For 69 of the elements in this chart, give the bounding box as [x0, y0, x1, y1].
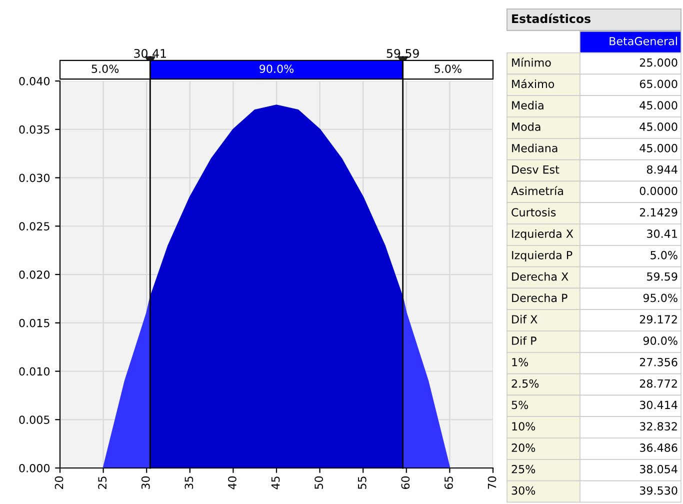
category-label: 5% — [512, 400, 528, 410]
category-label: Moda — [512, 122, 540, 131]
text: 8.944 — [646, 165, 678, 174]
y-tick-label: 0.020 — [19, 270, 50, 279]
x-tick-label: 30 — [141, 476, 150, 489]
category-label: Derecha P — [512, 294, 568, 302]
x-tick-label: 20 — [54, 476, 64, 489]
text: 5.0% — [650, 250, 678, 260]
x-tick-label: 25 — [98, 476, 107, 489]
text: 2.1429 — [640, 208, 678, 217]
x-tick-label: 50 — [314, 476, 324, 489]
category-label: Curtosis — [512, 208, 556, 217]
category-label: 10% — [512, 422, 536, 431]
category-label: Desv Est — [512, 165, 560, 174]
y-tick-label: 0.025 — [19, 222, 50, 231]
x-tick-label: 65 — [444, 476, 453, 489]
y-tick-label: 0.005 — [19, 416, 50, 424]
text: 36.486 — [640, 444, 678, 452]
x-tick-label: 40 — [228, 476, 236, 490]
category-label: Derecha X — [512, 272, 568, 281]
text: 39.530 — [640, 486, 678, 495]
x-tick-label: 55 — [358, 476, 366, 489]
text: 45.000 — [640, 122, 678, 131]
text: 29.172 — [640, 315, 677, 324]
text: 45.000 — [640, 144, 678, 152]
category-label: 30% — [512, 486, 536, 495]
category-label: Media — [512, 100, 544, 110]
category-label: Asimetría — [511, 186, 563, 196]
text: 90.0% — [260, 64, 294, 73]
x-tick-label: 45 — [271, 476, 280, 490]
category-label: Izquierda P — [512, 250, 572, 262]
text: BetaGeneral — [610, 36, 677, 46]
text: Estadísticos — [512, 14, 590, 24]
y-tick-label: 0.000 — [19, 464, 50, 472]
y-tick-label: 0.015 — [19, 318, 50, 328]
category-label: 2.5% — [512, 379, 539, 388]
category-label: Dif P — [512, 336, 536, 345]
ref-line-label: 30.41 — [134, 48, 166, 58]
text: 28.772 — [640, 379, 677, 388]
category-label: Mínimo — [512, 58, 551, 67]
text: 38.054 — [640, 464, 678, 474]
y-tick-label: 0.030 — [19, 174, 50, 182]
y-tick-label: 0.040 — [19, 76, 50, 86]
text: 0.0000 — [640, 186, 678, 196]
category-label: 25% — [512, 464, 536, 474]
x-tick-label: 70 — [488, 476, 496, 489]
text: 30.414 — [640, 400, 678, 410]
y-tick-label: 0.035 — [19, 125, 50, 134]
text: 5.0% — [434, 64, 462, 73]
text: 59.59 — [647, 272, 678, 281]
x-tick-label: 35 — [184, 476, 194, 489]
text: 27.356 — [640, 358, 678, 366]
text: 90.0% — [643, 336, 678, 345]
text: 25.000 — [640, 58, 678, 67]
text: 32.832 — [640, 422, 677, 431]
ref-line-label: 59.59 — [386, 48, 419, 58]
y-tick-label: 0.010 — [19, 367, 50, 376]
category-label: 1% — [512, 358, 528, 366]
category-label: 20% — [512, 444, 536, 452]
category-label: Izquierda X — [512, 229, 574, 240]
category-label: Máximo — [512, 79, 554, 88]
x-tick-label: 60 — [401, 476, 410, 489]
text: 65.000 — [640, 80, 678, 88]
category-label: Mediana — [512, 144, 558, 152]
text: 95.0% — [643, 294, 678, 302]
text: 5.0% — [92, 64, 119, 73]
text: 45.000 — [640, 101, 678, 110]
text: 30.41 — [647, 230, 677, 238]
category-label: Dif X — [512, 314, 538, 324]
